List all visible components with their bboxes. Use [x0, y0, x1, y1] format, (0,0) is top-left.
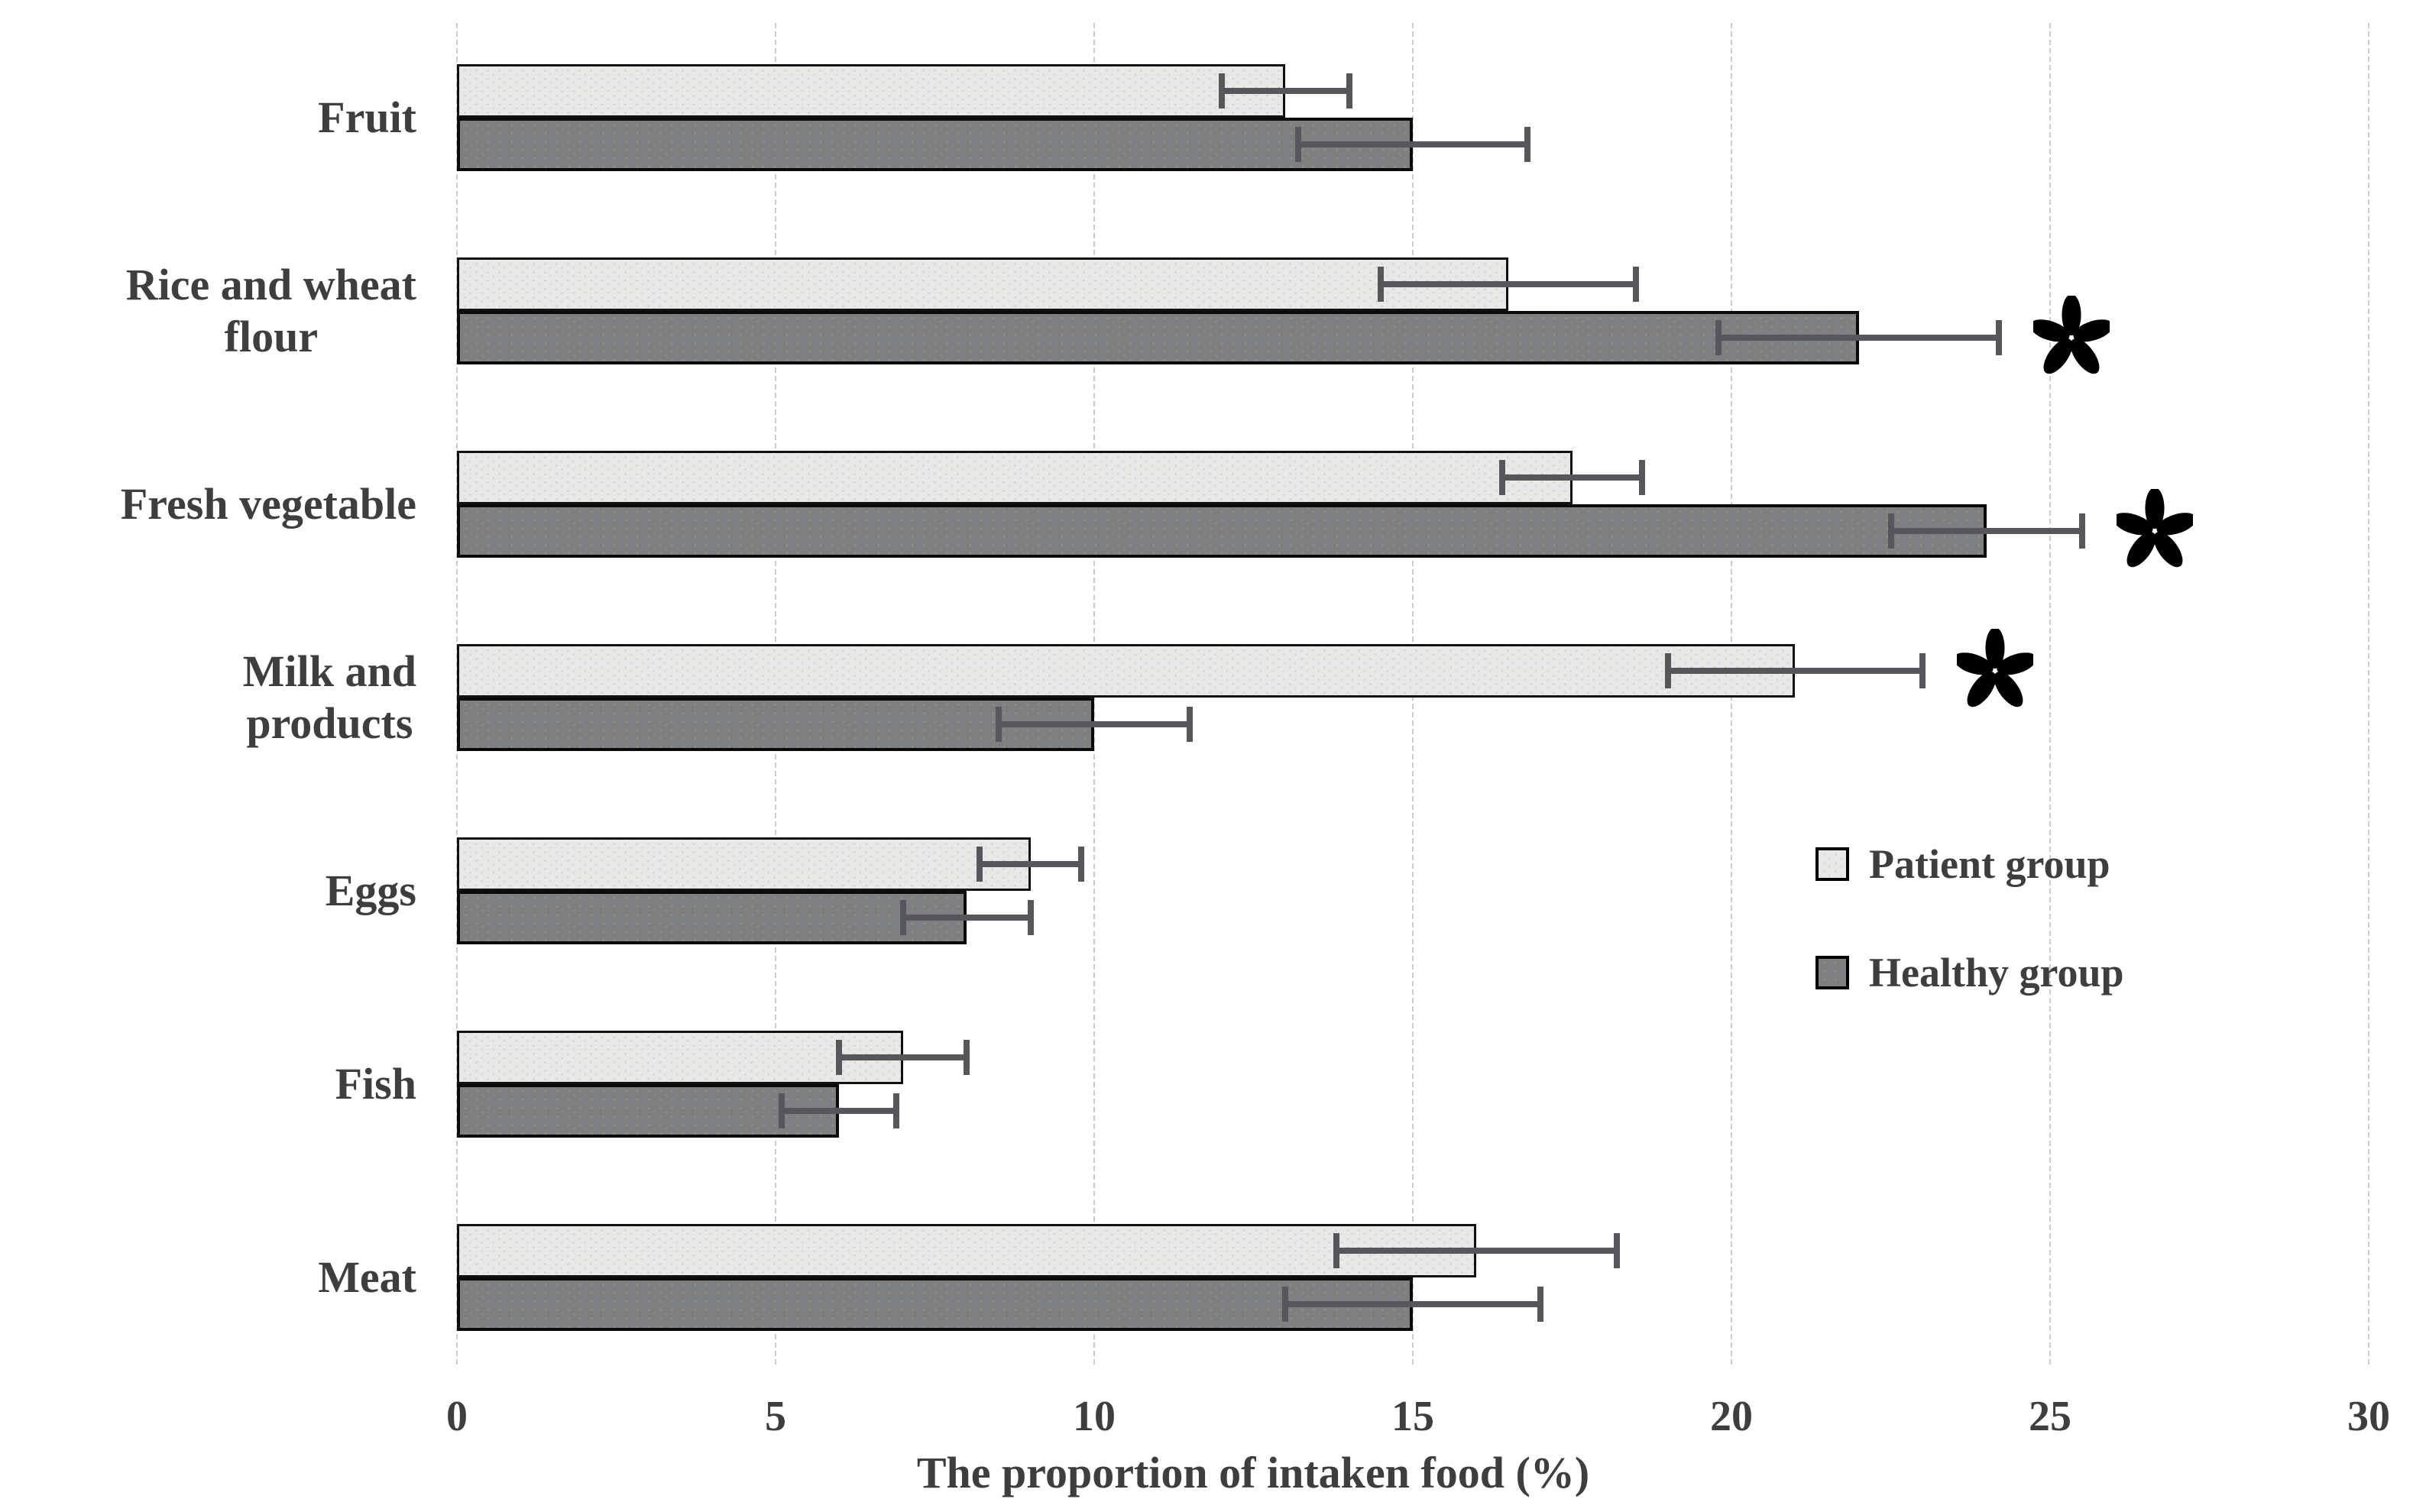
errorbar-cap-left	[1498, 460, 1505, 495]
errorbar-patient-group-eggs	[979, 861, 1082, 867]
significance-asterisk-fresh-vegetable	[2113, 487, 2197, 573]
errorbar-cap-left	[1218, 73, 1225, 108]
errorbar-cap-left	[1282, 1287, 1289, 1322]
category-label-eggs: Eggs	[15, 837, 416, 944]
errorbar-cap-right	[1078, 847, 1085, 882]
errorbar-patient-group-fruit	[1221, 88, 1349, 94]
errorbar-patient-group-meat	[1336, 1248, 1617, 1254]
errorbar-healthy-group-meat	[1285, 1301, 1540, 1307]
bar-healthy-group-fresh-vegetable	[457, 504, 1987, 558]
errorbar-healthy-group-fish	[782, 1108, 897, 1114]
bar-patient-group-fish	[457, 1031, 903, 1084]
category-label-text: Meat	[318, 1251, 416, 1302]
errorbar-healthy-group-milk-and-products	[998, 721, 1190, 727]
x-tick-label-25: 25	[2029, 1393, 2071, 1440]
errorbar-patient-group-fresh-vegetable	[1501, 474, 1643, 481]
errorbar-cap-right	[1027, 900, 1034, 935]
errorbar-healthy-group-fresh-vegetable	[1890, 528, 2082, 534]
errorbar-healthy-group-rice-and-wheat-flour	[1718, 335, 2000, 341]
bar-healthy-group-rice-and-wheat-flour	[457, 311, 1859, 364]
x-tick-label-10: 10	[1073, 1393, 1116, 1440]
x-tick-label-5: 5	[765, 1393, 786, 1440]
bar-healthy-group-meat	[457, 1277, 1413, 1331]
errorbar-cap-right	[964, 1040, 970, 1075]
errorbar-cap-right	[1524, 127, 1531, 162]
x-tick-label-0: 0	[446, 1393, 468, 1440]
errorbar-cap-right	[1537, 1287, 1543, 1322]
bar-healthy-group-eggs	[457, 891, 967, 944]
legend: Patient group Healthy group	[1815, 834, 2124, 1002]
errorbar-cap-right	[1996, 320, 2003, 355]
gridline-30	[2368, 23, 2369, 1368]
category-label-rice-and-wheat-flour: Rice and wheat flour	[15, 257, 416, 364]
category-label-text: Fruit	[318, 92, 416, 142]
category-label-text: Fresh vegetable	[120, 478, 416, 529]
errorbar-cap-left	[976, 847, 983, 882]
gridline-25	[2049, 23, 2051, 1368]
errorbar-cap-right	[2078, 513, 2085, 549]
errorbar-cap-left	[1378, 267, 1385, 302]
bar-patient-group-fresh-vegetable	[457, 451, 1573, 504]
category-label-fresh-vegetable: Fresh vegetable	[15, 451, 416, 558]
x-axis-title: The proportion of intaken food (%)	[916, 1448, 1590, 1497]
bar-patient-group-milk-and-products	[457, 644, 1796, 698]
category-label-fish: Fish	[15, 1031, 416, 1138]
errorbar-cap-left	[1294, 127, 1301, 162]
category-label-text: Fish	[335, 1058, 416, 1109]
errorbar-cap-left	[1887, 513, 1894, 549]
errorbar-patient-group-fish	[839, 1054, 967, 1060]
bar-patient-group-rice-and-wheat-flour	[457, 257, 1509, 311]
bar-healthy-group-milk-and-products	[457, 698, 1094, 751]
category-label-milk-and-products: Milk and products	[15, 644, 416, 751]
errorbar-cap-right	[1346, 73, 1352, 108]
errorbar-cap-left	[899, 900, 906, 935]
x-tick-label-15: 15	[1391, 1393, 1434, 1440]
category-label-fruit: Fruit	[15, 64, 416, 171]
category-label-meat: Meat	[15, 1224, 416, 1331]
errorbar-cap-right	[893, 1093, 900, 1128]
errorbar-cap-left	[1664, 653, 1671, 688]
errorbar-cap-right	[1639, 460, 1646, 495]
category-label-text: Rice and wheat flour	[125, 259, 416, 361]
bar-healthy-group-fish	[457, 1084, 840, 1138]
patient-group-swatch-icon	[1815, 847, 1849, 881]
category-label-text: Eggs	[325, 865, 416, 915]
errorbar-cap-left	[779, 1093, 785, 1128]
errorbar-cap-right	[1613, 1233, 1620, 1268]
errorbar-healthy-group-fruit	[1297, 141, 1528, 147]
x-tick-label-30: 30	[2347, 1393, 2390, 1440]
legend-label-healthy-group: Healthy group	[1869, 950, 2124, 996]
significance-asterisk-milk-and-products	[1953, 627, 2037, 713]
errorbar-patient-group-milk-and-products	[1667, 668, 1923, 674]
bar-patient-group-eggs	[457, 837, 1031, 891]
legend-item-patient-group: Patient group	[1815, 834, 2124, 894]
errorbar-healthy-group-eggs	[902, 915, 1031, 921]
significance-asterisk-rice-and-wheat-flour	[2029, 294, 2113, 380]
x-tick-label-20: 20	[1710, 1393, 1753, 1440]
errorbar-cap-left	[1333, 1233, 1339, 1268]
bar-patient-group-fruit	[457, 64, 1286, 118]
errorbar-cap-left	[836, 1040, 843, 1075]
errorbar-patient-group-rice-and-wheat-flour	[1381, 281, 1636, 287]
legend-label-patient-group: Patient group	[1869, 841, 2110, 887]
errorbar-cap-right	[1919, 653, 1926, 688]
healthy-group-swatch-icon	[1815, 956, 1849, 989]
errorbar-cap-right	[1632, 267, 1639, 302]
errorbar-cap-left	[1715, 320, 1722, 355]
errorbar-cap-right	[1187, 707, 1194, 742]
legend-item-healthy-group: Healthy group	[1815, 943, 2124, 1002]
category-label-text: Milk and products	[242, 646, 416, 748]
bar-healthy-group-fruit	[457, 118, 1413, 171]
errorbar-cap-left	[995, 707, 1002, 742]
bar-patient-group-meat	[457, 1224, 1477, 1277]
